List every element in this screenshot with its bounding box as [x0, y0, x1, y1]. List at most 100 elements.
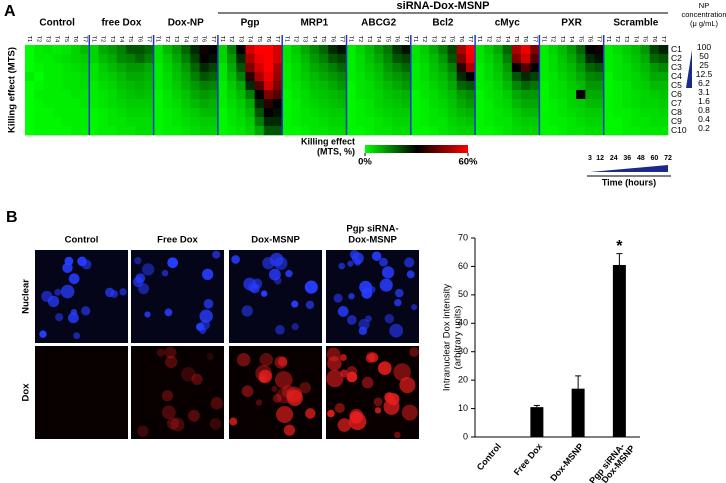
heat-cell — [318, 81, 329, 91]
heat-cell — [144, 81, 154, 91]
time-label: T3 — [366, 36, 372, 42]
heat-cell — [585, 99, 595, 109]
cell — [304, 280, 318, 294]
heat-cell — [245, 54, 255, 64]
heat-cell — [190, 90, 200, 100]
heat-cell — [34, 108, 44, 118]
heat-cell — [25, 126, 35, 136]
cell — [383, 398, 400, 415]
heat-cell — [603, 63, 614, 73]
cell — [283, 424, 296, 436]
heat-cell — [484, 45, 494, 55]
time-label: T5 — [191, 36, 197, 42]
heat-cell — [263, 108, 274, 118]
heat-cell — [273, 72, 283, 82]
cell — [271, 385, 278, 392]
heat-cell — [135, 45, 145, 55]
cell — [138, 283, 150, 295]
group-header: siRNA-Dox-MSNP — [397, 0, 490, 12]
heat-cell — [282, 45, 292, 55]
cell — [401, 404, 418, 421]
heat-cell — [80, 54, 90, 64]
heat-cell — [162, 90, 173, 100]
heat-cell — [383, 63, 393, 73]
heat-cell — [318, 72, 329, 82]
cell — [389, 323, 404, 338]
heat-cell — [98, 63, 108, 73]
heat-cell — [291, 81, 301, 91]
heat-cell — [603, 54, 614, 64]
heat-cell — [355, 72, 366, 82]
heat-cell — [291, 54, 301, 64]
time-label: T5 — [127, 36, 133, 42]
heat-cell — [419, 90, 430, 100]
heat-cell — [126, 108, 136, 118]
heat-cell — [171, 99, 182, 109]
heat-cell — [419, 108, 430, 118]
heat-cell — [263, 90, 274, 100]
heat-cell — [631, 81, 641, 91]
heat-cell — [465, 81, 476, 91]
heat-cell — [43, 90, 53, 100]
heat-cell — [346, 45, 356, 55]
time-label: T2 — [550, 36, 556, 42]
heat-cell — [383, 99, 393, 109]
heat-cell — [263, 99, 274, 109]
heat-cell — [337, 117, 347, 127]
heat-cell — [171, 72, 182, 82]
heat-cell — [273, 63, 283, 73]
group-label: MRP1 — [300, 18, 328, 29]
heat-cell — [61, 90, 72, 100]
heat-cell — [318, 126, 329, 136]
cell — [361, 376, 374, 389]
heat-cell — [649, 126, 660, 136]
heat-cell — [438, 126, 448, 136]
heat-cell — [153, 117, 164, 127]
time-label: T5 — [449, 36, 455, 42]
heat-cell — [309, 108, 320, 118]
cell — [241, 305, 253, 317]
cell — [346, 366, 358, 377]
heat-cell — [135, 126, 145, 136]
heat-cell — [309, 117, 320, 127]
heat-cell — [171, 45, 182, 55]
heat-cell — [456, 72, 467, 82]
colorbar-tick-label: 0% — [358, 157, 372, 168]
heat-cell — [521, 108, 531, 118]
heat-cell — [346, 117, 356, 127]
cell — [161, 269, 169, 277]
heat-cell — [52, 126, 63, 136]
heat-cell — [291, 45, 301, 55]
heat-cell — [144, 45, 154, 55]
heat-cell — [557, 81, 568, 91]
heat-cell — [263, 63, 274, 73]
micrograph-header: Dox-MSNP — [348, 235, 397, 246]
micrograph-row-label: Dox — [21, 383, 32, 402]
heat-cell — [355, 108, 366, 118]
heat-cell — [107, 63, 118, 73]
heat-cell — [61, 108, 72, 118]
heat-cell — [548, 108, 559, 118]
heat-cell — [337, 45, 347, 55]
heat-cell — [328, 108, 338, 118]
heat-cell — [548, 90, 559, 100]
heat-cell — [658, 45, 669, 55]
heat-cell — [162, 99, 173, 109]
heat-cell — [585, 72, 595, 82]
heat-cell — [107, 90, 118, 100]
heat-cell — [25, 63, 35, 73]
heat-cell — [438, 54, 448, 64]
heat-cell — [52, 63, 63, 73]
cell — [333, 293, 343, 303]
heat-cell — [135, 99, 145, 109]
heat-cell — [566, 117, 577, 127]
cell — [291, 300, 299, 308]
heat-cell — [557, 72, 568, 82]
heat-cell — [107, 108, 118, 118]
heat-cell — [649, 72, 660, 82]
concentration-wedge — [686, 50, 692, 88]
heat-cell — [355, 54, 366, 64]
heat-cell — [576, 81, 586, 91]
time-label: T4 — [375, 36, 381, 42]
concentration: 3.1 — [698, 87, 710, 97]
